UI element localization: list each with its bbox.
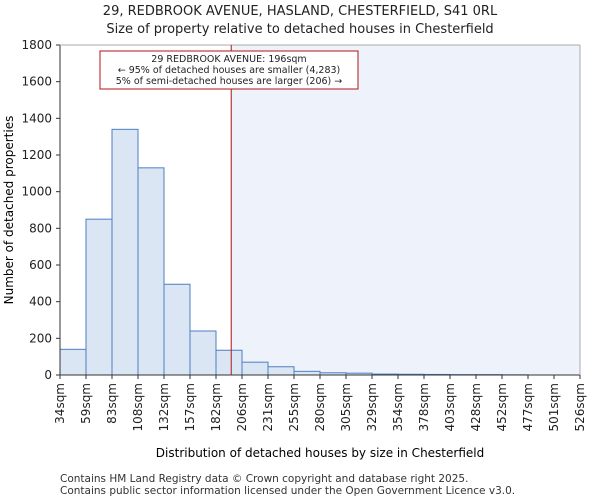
y-tick-label: 400: [29, 295, 52, 309]
x-tick-label: 59sqm: [79, 383, 93, 424]
x-tick-label: 501sqm: [547, 383, 561, 431]
chart-title: 29, REDBROOK AVENUE, HASLAND, CHESTERFIE…: [102, 4, 498, 19]
y-tick-label: 1000: [21, 185, 52, 199]
annotation-line-2: ← 95% of detached houses are smaller (4,…: [118, 65, 341, 76]
bar: [111, 128, 139, 376]
y-tick-label: 1200: [21, 148, 52, 162]
x-tick-label: 34sqm: [53, 383, 67, 424]
x-tick-label: 428sqm: [469, 383, 483, 431]
y-tick-label: 1800: [21, 38, 52, 52]
y-tick-label: 200: [29, 331, 52, 345]
bar: [59, 348, 87, 376]
annotation-line-3: 5% of semi-detached houses are larger (2…: [116, 76, 343, 87]
y-tick-label: 1600: [21, 75, 52, 89]
bar: [293, 370, 321, 376]
x-tick-label: 231sqm: [261, 383, 275, 431]
y-tick-label: 1400: [21, 111, 52, 125]
x-tick-label: 182sqm: [209, 383, 223, 431]
x-tick-label: 206sqm: [235, 383, 249, 431]
x-axis-label: Distribution of detached houses by size …: [156, 446, 484, 460]
y-tick-label: 0: [44, 368, 52, 382]
annotation-box: [99, 50, 359, 90]
x-tick-label: 157sqm: [183, 383, 197, 431]
footer-copyright: Contains HM Land Registry data © Crown c…: [60, 473, 469, 485]
y-tick-label: 600: [29, 258, 52, 272]
x-tick-label: 477sqm: [521, 383, 535, 431]
bar: [215, 349, 243, 376]
x-tick-label: 452sqm: [495, 383, 509, 431]
y-tick-label: 800: [29, 221, 52, 235]
bar: [137, 167, 165, 376]
y-axis-label: Number of detached properties: [2, 116, 16, 305]
x-tick-label: 132sqm: [157, 383, 171, 431]
larger-region-shade: [231, 45, 580, 375]
bar: [163, 283, 191, 376]
footer-licence: Contains public sector information licen…: [60, 485, 516, 497]
x-tick-label: 83sqm: [105, 383, 119, 424]
x-tick-label: 329sqm: [365, 383, 379, 431]
bar: [241, 361, 269, 376]
x-tick-label: 403sqm: [443, 383, 457, 431]
x-tick-label: 378sqm: [417, 383, 431, 431]
annotation-line-1: 29 REDBROOK AVENUE: 196sqm: [151, 54, 306, 65]
x-tick-label: 108sqm: [131, 383, 145, 431]
chart-subtitle: Size of property relative to detached ho…: [106, 22, 494, 37]
bar: [189, 330, 217, 376]
x-tick-label: 526sqm: [573, 383, 587, 431]
x-tick-label: 280sqm: [313, 383, 327, 431]
x-tick-label: 255sqm: [287, 383, 301, 431]
x-tick-label: 305sqm: [339, 383, 353, 431]
x-tick-label: 354sqm: [391, 383, 405, 431]
bar: [85, 218, 113, 376]
bar: [267, 366, 295, 376]
